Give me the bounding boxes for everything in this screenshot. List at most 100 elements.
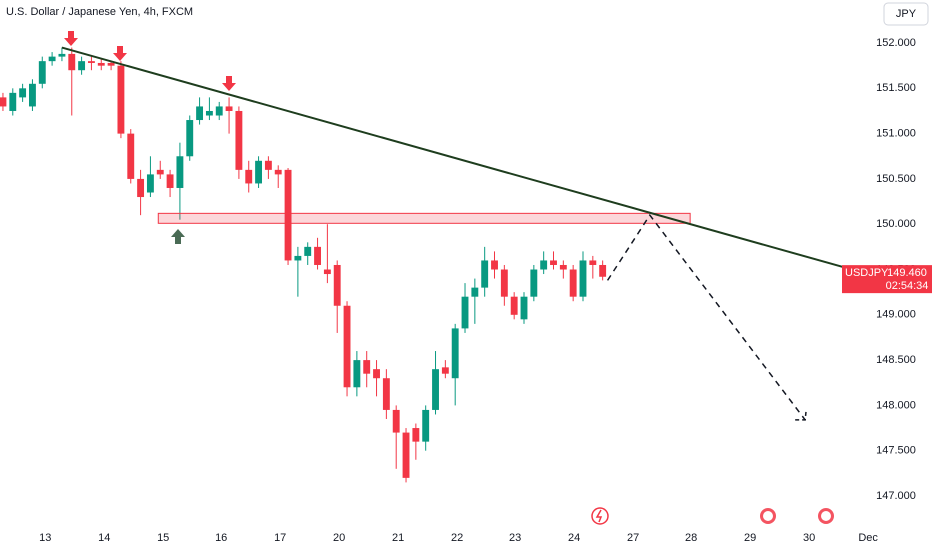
candle-body: [304, 246, 312, 256]
candle-body: [255, 160, 263, 184]
x-tick-label: 30: [803, 532, 815, 544]
candle-body: [0, 97, 7, 107]
candle-body: [58, 53, 66, 57]
candle-body: [48, 56, 56, 62]
candle-body: [205, 110, 213, 116]
candle-body: [166, 174, 174, 188]
candle-body: [481, 260, 489, 288]
bottom-icons: [591, 507, 834, 525]
candle-body: [323, 269, 331, 275]
price-tag-value: 149.460: [887, 267, 927, 279]
candle-body: [510, 296, 518, 315]
candle-body: [599, 264, 607, 277]
candle-body: [559, 264, 567, 270]
candle-body: [68, 53, 76, 71]
candle-body: [402, 432, 410, 478]
candle-body: [579, 260, 587, 297]
candle-body: [363, 360, 371, 374]
trendline: [61, 46, 846, 269]
candle-body: [245, 169, 253, 184]
candle-body: [491, 260, 498, 270]
x-tick-label: 28: [685, 532, 697, 544]
candle-body: [29, 83, 36, 107]
resistance-zone: [157, 212, 691, 224]
y-tick-label: 149.000: [876, 309, 916, 321]
candle-body: [471, 287, 479, 297]
candle-body: [373, 369, 380, 379]
price-tag: [842, 265, 932, 294]
x-tick-label: 21: [392, 532, 404, 544]
candle-body: [235, 110, 243, 170]
candle-body: [294, 255, 302, 261]
candle-body: [225, 106, 233, 111]
y-tick-label: 150.500: [876, 173, 916, 185]
currency-button[interactable]: [883, 2, 929, 26]
candle-body: [78, 61, 86, 71]
candle-body: [392, 409, 400, 433]
down-arrow: [64, 31, 78, 46]
y-tick-label: 147.000: [876, 490, 916, 502]
candle-body: [333, 264, 341, 306]
candle-body: [87, 61, 95, 63]
y-tick-label: 148.500: [876, 354, 916, 366]
candle-body: [196, 106, 204, 121]
projection-path: [606, 213, 806, 421]
x-tick-label: 16: [215, 532, 227, 544]
y-tick-label: 148.000: [876, 399, 916, 411]
candle-body: [540, 260, 548, 270]
up-arrow: [171, 229, 185, 244]
candle-body: [314, 246, 321, 265]
candle-body: [500, 269, 508, 297]
candle-body: [382, 378, 390, 410]
candle-body: [520, 296, 528, 320]
candle-body: [215, 106, 223, 116]
y-tick-label: 151.000: [876, 128, 916, 140]
y-tick-label: 150.000: [876, 218, 916, 230]
x-tick-label: 27: [627, 532, 639, 544]
x-tick-label: 15: [157, 532, 169, 544]
y-tick-label: 151.500: [876, 82, 916, 94]
candle-body: [422, 409, 430, 442]
candle-body: [550, 260, 557, 265]
candle-body: [9, 92, 17, 111]
x-tick-label: 24: [568, 532, 580, 544]
candle-body: [38, 61, 46, 84]
down-arrow: [222, 76, 236, 91]
candle-body: [156, 169, 164, 175]
x-tick-label: 29: [744, 532, 756, 544]
x-tick-label: 20: [333, 532, 345, 544]
candle-body: [432, 369, 439, 410]
candle-body: [530, 269, 538, 297]
candle-body: [127, 133, 135, 179]
projection-arrowhead: [795, 409, 807, 421]
x-tick-label: 23: [509, 532, 521, 544]
candle-body: [589, 260, 597, 265]
candle-body: [274, 169, 282, 175]
x-tick-label: Dec: [858, 532, 878, 544]
x-tick-label: 14: [98, 532, 110, 544]
x-tick-label: 13: [39, 532, 51, 544]
chart-title: U.S. Dollar / Japanese Yen, 4h, FXCM: [6, 6, 193, 18]
candle-body: [176, 156, 184, 188]
candle-body: [353, 360, 361, 388]
down-arrow: [113, 46, 127, 61]
price-tag-countdown: 02:54:34: [886, 280, 929, 292]
candle-body: [117, 65, 125, 134]
candle-body: [137, 178, 145, 198]
candle-body: [19, 88, 27, 98]
candle-body: [284, 169, 292, 261]
candle-body: [569, 269, 577, 297]
price-tag-symbol: USDJPY: [845, 267, 889, 279]
candle-body: [186, 120, 194, 157]
currency-label[interactable]: JPY: [896, 8, 917, 20]
candle-body: [441, 367, 449, 374]
candle-body: [451, 328, 459, 379]
candle-body: [146, 174, 154, 193]
x-tick-label: 17: [274, 532, 286, 544]
candle-body: [107, 62, 115, 66]
candle-body: [461, 296, 469, 329]
x-tick-label: 22: [451, 532, 463, 544]
y-tick-label: 152.000: [876, 37, 916, 49]
candle-body: [343, 305, 351, 388]
